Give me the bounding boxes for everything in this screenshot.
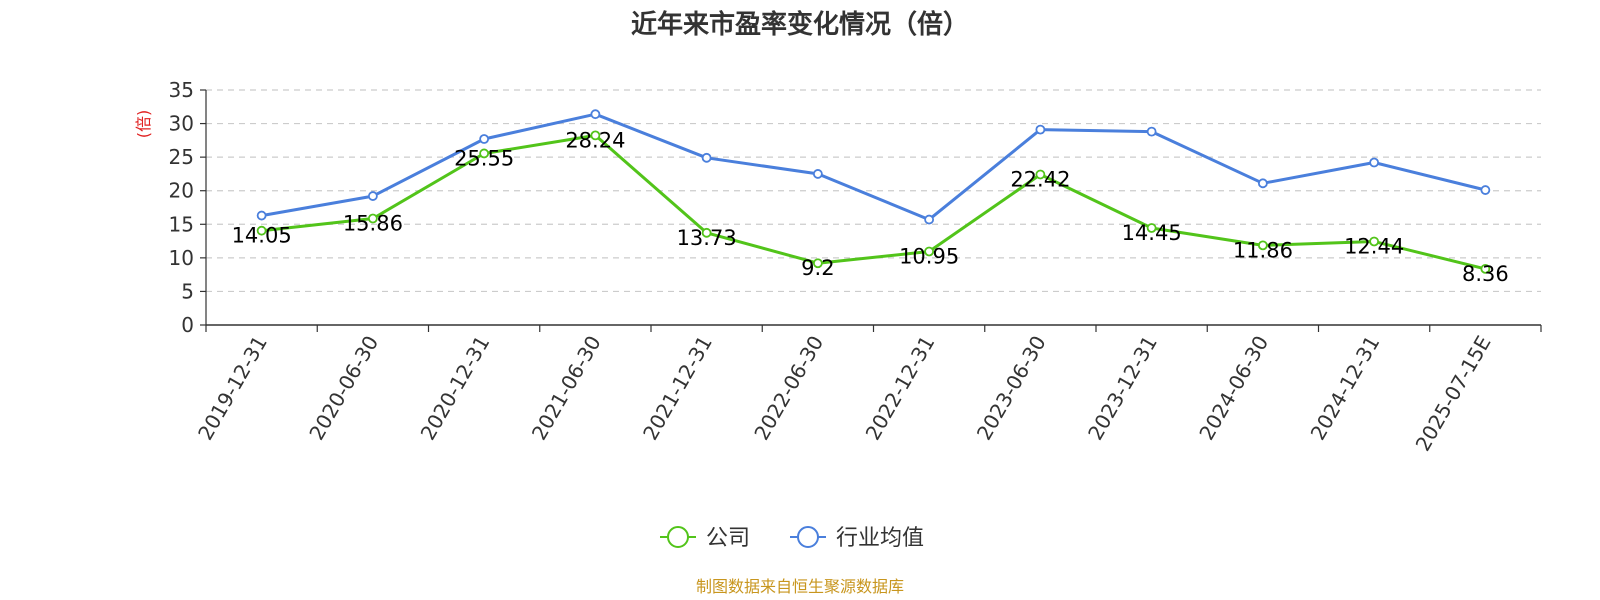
data-point xyxy=(1035,169,1046,180)
data-point xyxy=(367,191,378,201)
x-tick-label: 2022-12-31 xyxy=(861,332,940,445)
x-tick-label: 2021-06-30 xyxy=(527,332,606,445)
chart-title: 近年来市盈率变化情况（倍） xyxy=(631,9,969,40)
data-point xyxy=(701,227,712,238)
legend: 公司 行业均值 xyxy=(660,526,924,551)
x-tick-label: 2023-06-30 xyxy=(972,332,1051,445)
data-point xyxy=(1369,236,1380,247)
data-point xyxy=(1146,223,1157,233)
data-point xyxy=(590,109,601,120)
x-tick-label: 2019-12-31 xyxy=(193,332,272,445)
series-lines xyxy=(256,109,1491,274)
data-point xyxy=(1035,124,1046,135)
y-tick-label: 20 xyxy=(169,179,194,203)
data-labels: 14.05 15.86 25.55 28.24 13.73 9.2 10.95 22.42 14… xyxy=(232,128,1509,285)
data-point xyxy=(1257,178,1268,189)
data-point xyxy=(367,213,378,224)
data-point xyxy=(924,246,935,257)
data-point xyxy=(479,134,490,144)
y-tick-label: 5 xyxy=(181,279,194,303)
y-tick-label: 25 xyxy=(169,145,194,169)
data-point xyxy=(701,152,712,163)
series-line-1 xyxy=(261,112,1486,222)
y-tick-labels: 0 5 10 15 20 25 30 35 xyxy=(169,78,206,337)
axes xyxy=(205,90,1541,326)
data-point xyxy=(812,169,823,179)
data-label: 15.86 xyxy=(343,212,403,236)
y-tick-label: 30 xyxy=(169,112,194,136)
data-label: 14.45 xyxy=(1122,221,1182,245)
data-point xyxy=(1369,157,1380,168)
legend-swatch-marker xyxy=(797,526,819,548)
x-tick-label: 2020-12-31 xyxy=(416,332,495,445)
x-tick-labels: 2019-12-31 2020-06-30 2020-12-31 2021-06-30… xyxy=(193,325,1542,456)
y-tick-label: 10 xyxy=(169,246,194,270)
data-point xyxy=(256,225,267,236)
data-point xyxy=(1146,126,1157,137)
data-label: 28.24 xyxy=(565,128,625,152)
data-point xyxy=(479,148,490,159)
x-tick-label: 2024-06-30 xyxy=(1194,332,1273,445)
data-label: 12.44 xyxy=(1344,234,1404,258)
legend-swatch-marker xyxy=(667,526,689,548)
data-point xyxy=(924,214,935,225)
series-line-0 xyxy=(261,133,1486,271)
x-tick-label: 2021-12-31 xyxy=(638,332,717,445)
data-point xyxy=(812,258,823,269)
data-label: 22.42 xyxy=(1010,167,1070,191)
x-tick-label: 2025-07-15E xyxy=(1410,332,1495,456)
data-label: 8.36 xyxy=(1462,262,1509,286)
data-label: 14.05 xyxy=(232,224,292,248)
y-tick-label: 35 xyxy=(169,78,194,102)
y-tick-label: 15 xyxy=(169,212,194,236)
legend-label: 行业均值 xyxy=(836,526,924,551)
data-label: 11.86 xyxy=(1233,238,1293,262)
x-tick-label: 2022-06-30 xyxy=(749,332,828,445)
x-tick-label: 2023-12-31 xyxy=(1083,332,1162,445)
data-label: 10.95 xyxy=(899,244,959,268)
data-point xyxy=(1480,263,1491,274)
grid-lines xyxy=(206,89,1541,293)
data-point xyxy=(590,130,601,141)
y-tick-label: 0 xyxy=(181,313,194,337)
y-axis-label: (倍) xyxy=(134,110,153,139)
data-point xyxy=(1257,240,1268,251)
data-label: 25.55 xyxy=(454,146,514,170)
x-tick-label: 2024-12-31 xyxy=(1306,332,1385,445)
data-label: 13.73 xyxy=(677,226,737,250)
data-point xyxy=(1480,185,1491,195)
data-label: 9.2 xyxy=(801,256,834,280)
data-point xyxy=(256,210,267,221)
source-note: 制图数据来自恒生聚源数据库 xyxy=(696,577,904,596)
x-tick-label: 2020-06-30 xyxy=(304,332,383,445)
legend-label: 公司 xyxy=(706,526,750,551)
